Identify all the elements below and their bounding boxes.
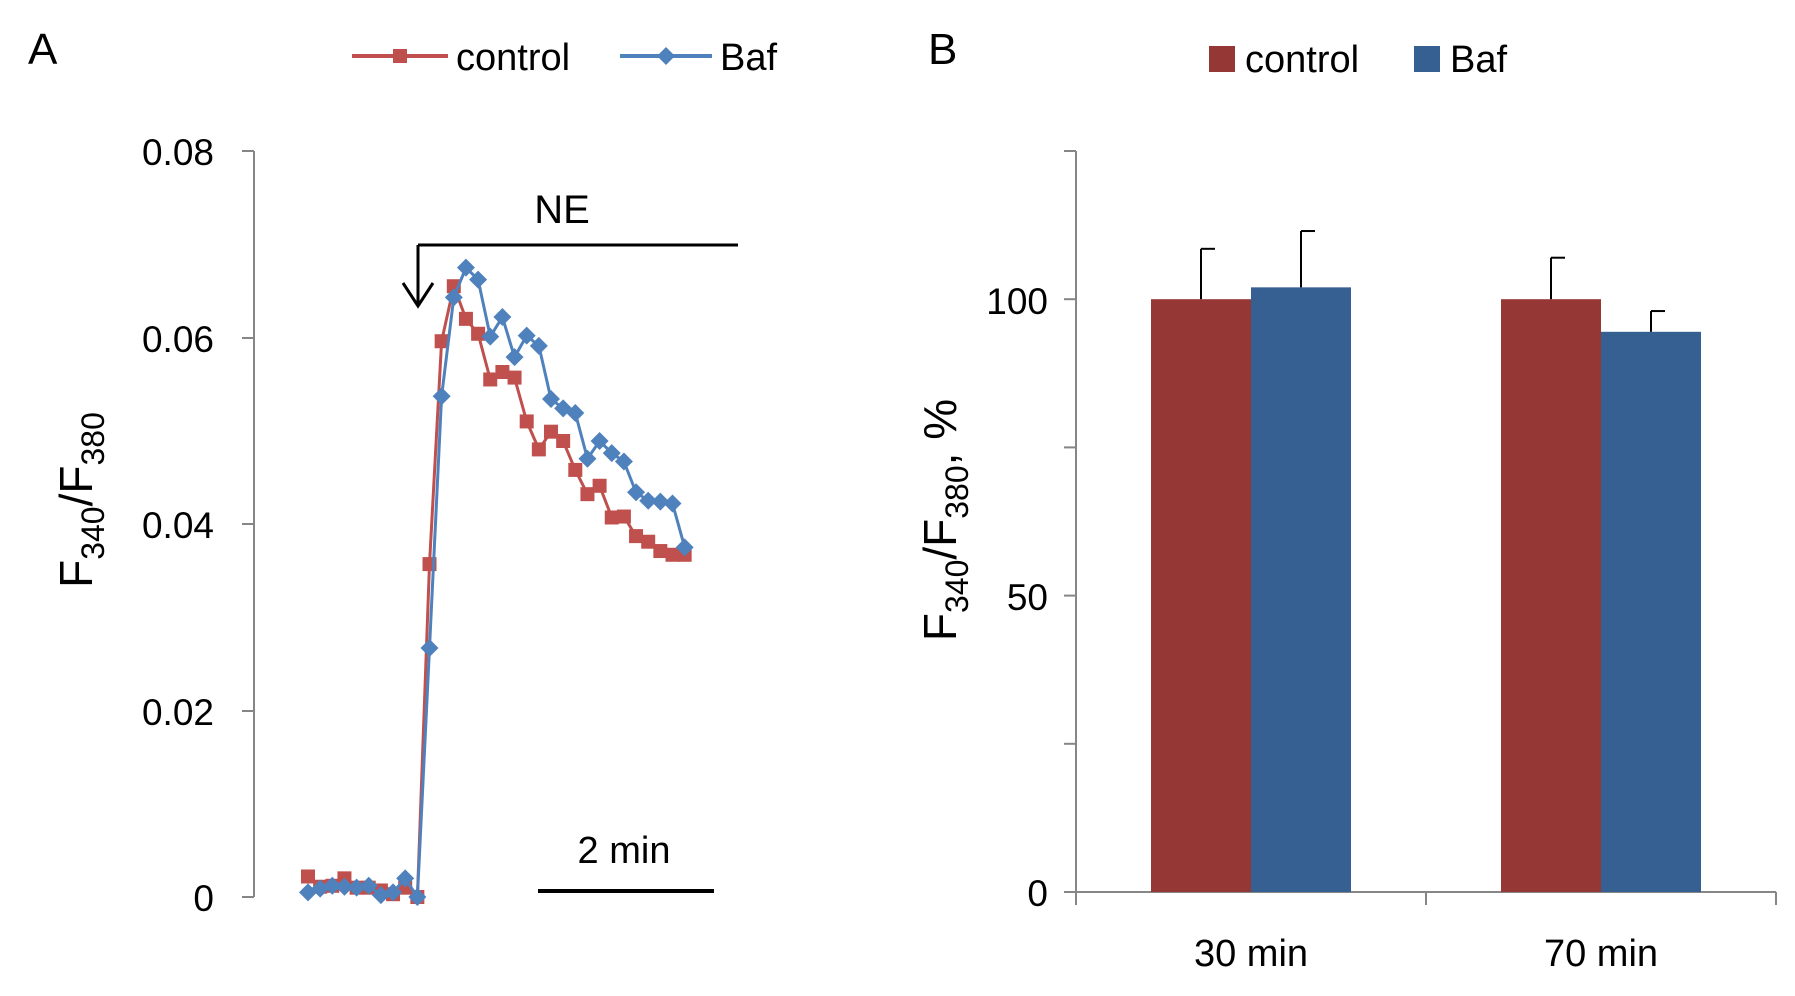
y-tick-label: 0.02 xyxy=(142,692,214,733)
legend-a-control-marker xyxy=(393,49,407,63)
legend-a-baf-label: Baf xyxy=(720,37,777,79)
data-point-baf xyxy=(529,336,548,355)
panel-a-legend: control Baf xyxy=(352,37,777,79)
panel-b-label: B xyxy=(928,25,957,74)
y-tick-label: 0.06 xyxy=(142,319,214,360)
data-point-baf xyxy=(663,494,682,513)
data-point-baf xyxy=(481,327,500,346)
panel-b-y-label: F340/F380, % xyxy=(914,399,975,641)
panel-a-plot-area xyxy=(299,258,694,906)
data-point-baf xyxy=(347,878,366,897)
legend-a-control-label: control xyxy=(456,37,570,79)
data-point-baf xyxy=(323,876,342,895)
legend-b-control-label: control xyxy=(1245,39,1359,81)
data-point-baf xyxy=(396,869,415,888)
bar-baf xyxy=(1601,331,1701,893)
data-point-control xyxy=(519,414,534,429)
data-point-baf xyxy=(432,387,451,406)
data-point-baf xyxy=(359,876,378,895)
data-point-baf xyxy=(627,483,646,502)
ne-arrow-head xyxy=(401,282,435,309)
data-point-baf xyxy=(675,538,694,557)
panel-b: B control Baf 100 50 0 F340/F380, % 30 m… xyxy=(914,25,1777,975)
series-line-baf xyxy=(307,266,687,899)
legend-b-baf-label: Baf xyxy=(1450,39,1507,81)
data-point-baf xyxy=(651,492,670,511)
data-point-baf xyxy=(456,258,475,277)
panel-b-legend: control Baf xyxy=(1209,39,1507,81)
data-point-baf xyxy=(505,348,524,367)
data-point-control xyxy=(665,547,680,562)
data-point-control xyxy=(531,442,546,457)
panel-b-y-ticks xyxy=(1064,150,1076,893)
data-point-baf xyxy=(639,491,658,510)
data-point-baf xyxy=(444,288,463,307)
data-point-control xyxy=(616,509,631,524)
panel-a: A control Baf 0.08 0.06 0.04 0.02 0 F340… xyxy=(28,25,777,919)
data-point-baf xyxy=(614,452,633,471)
data-point-control xyxy=(556,434,571,449)
data-point-control xyxy=(604,510,619,525)
y-tick-label: 100 xyxy=(986,281,1048,322)
data-point-baf xyxy=(493,307,512,326)
y-tick-label: 0.08 xyxy=(142,132,214,173)
category-label: 30 min xyxy=(1194,933,1308,975)
y-tick-label: 0 xyxy=(1027,873,1048,914)
data-point-control xyxy=(580,487,595,502)
data-point-baf xyxy=(371,886,390,905)
panel-b-plot-area xyxy=(1151,230,1701,893)
scale-bar-label: 2 min xyxy=(578,830,671,872)
data-point-baf xyxy=(311,879,330,898)
bar-control xyxy=(1151,299,1251,892)
data-point-control xyxy=(471,326,486,341)
data-point-control xyxy=(641,534,656,549)
data-point-baf xyxy=(384,883,403,902)
data-point-baf xyxy=(469,270,488,289)
data-point-control xyxy=(592,478,607,493)
data-point-baf xyxy=(566,404,585,423)
data-point-control xyxy=(495,365,510,380)
data-point-baf xyxy=(542,390,560,409)
y-tick-label: 50 xyxy=(1007,577,1048,618)
data-point-baf xyxy=(517,326,536,345)
data-point-baf xyxy=(408,888,427,906)
data-point-control xyxy=(629,529,644,544)
category-label: 70 min xyxy=(1544,933,1658,975)
data-point-baf xyxy=(578,449,597,468)
data-point-control xyxy=(544,424,558,439)
ne-stimulus: NE xyxy=(401,188,738,309)
bar-baf xyxy=(1251,287,1351,892)
legend-a-baf-marker xyxy=(657,47,675,65)
data-point-baf xyxy=(602,444,621,463)
legend-b-control-swatch xyxy=(1209,46,1235,72)
panel-a-y-label: F340/F380 xyxy=(50,412,111,588)
data-point-control xyxy=(568,462,583,477)
panel-a-label: A xyxy=(28,25,58,74)
data-point-control xyxy=(301,869,315,884)
data-point-baf xyxy=(590,432,609,451)
y-tick-label: 0.04 xyxy=(142,505,214,546)
data-point-control xyxy=(483,372,498,387)
data-point-control xyxy=(507,370,522,385)
data-point-control xyxy=(434,334,449,349)
data-point-baf xyxy=(420,639,439,658)
data-point-baf xyxy=(335,877,354,896)
data-point-control xyxy=(458,311,473,326)
y-tick-label: 0 xyxy=(193,878,214,919)
bar-control xyxy=(1501,299,1601,892)
scale-bar: 2 min xyxy=(538,830,714,893)
panel-a-y-axis: 0.08 0.06 0.04 0.02 0 xyxy=(142,132,255,919)
data-point-control xyxy=(653,544,668,559)
legend-b-baf-swatch xyxy=(1414,46,1440,72)
ne-label: NE xyxy=(534,188,590,232)
